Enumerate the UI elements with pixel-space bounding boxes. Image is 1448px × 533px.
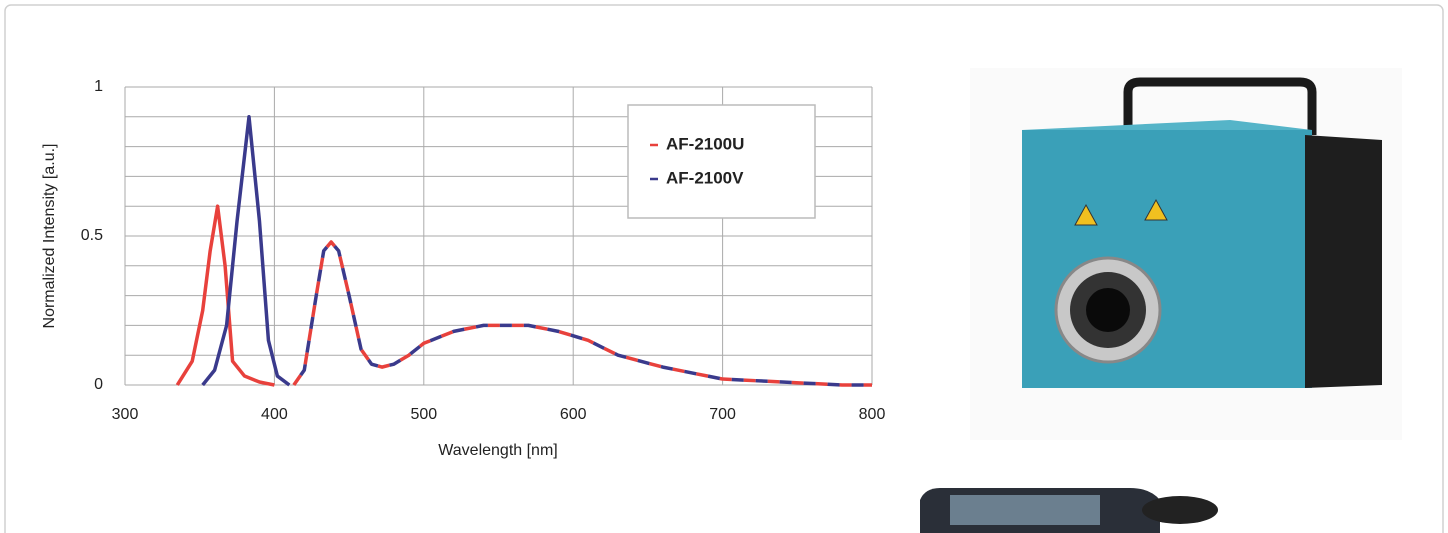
x-tick-label: 300 — [112, 406, 139, 423]
camera-image — [970, 68, 1402, 440]
y-tick-label: 0.5 — [81, 227, 103, 244]
x-tick-label: 700 — [709, 406, 736, 423]
legend-text: AF-2100U — [666, 134, 744, 153]
legend-text: AF-2100V — [666, 168, 744, 187]
x-tick-label: 400 — [261, 406, 288, 423]
y-tick-label: 1 — [94, 78, 103, 95]
y-tick-label: 0 — [94, 376, 103, 393]
legend-box — [627, 104, 816, 219]
series-line — [201, 115, 291, 387]
page-frame — [4, 4, 1444, 533]
x-tick-label: 600 — [560, 406, 587, 423]
series-line — [292, 240, 872, 387]
series-line — [292, 240, 872, 387]
x-axis-label: Wavelength [nm] — [438, 442, 557, 459]
x-tick-label: 800 — [859, 406, 886, 423]
x-tick-label: 500 — [410, 406, 437, 423]
y-axis-label: Normalized Intensity [a.u.] — [41, 144, 58, 329]
series-line — [175, 204, 275, 387]
device-image — [920, 488, 1218, 533]
